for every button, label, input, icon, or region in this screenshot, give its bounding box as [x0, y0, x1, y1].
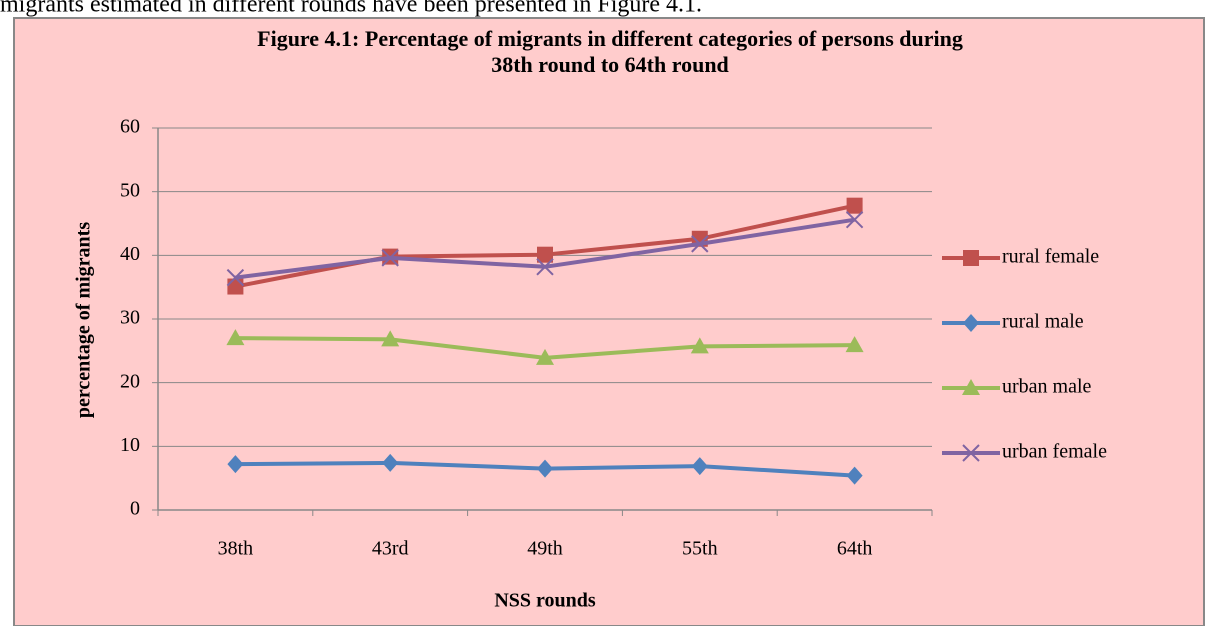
marker — [381, 330, 400, 347]
marker — [962, 379, 980, 395]
marker — [846, 197, 863, 214]
marker — [845, 336, 864, 353]
marker — [537, 459, 553, 478]
marker — [845, 210, 864, 229]
marker — [963, 250, 979, 266]
marker — [226, 268, 245, 287]
marker — [846, 466, 863, 485]
marker — [382, 453, 399, 472]
marker — [690, 337, 709, 354]
x-tick-label: 64th — [837, 538, 873, 560]
y-tick-label: 60 — [120, 116, 140, 138]
x-tick-label: 55th — [682, 538, 718, 560]
marker — [537, 246, 553, 263]
marker — [227, 278, 244, 295]
marker — [962, 444, 980, 462]
y-tick-label: 10 — [120, 434, 140, 456]
body-text: migrants estimated in different rounds h… — [0, 0, 702, 18]
x-axis-label: NSS rounds — [494, 590, 596, 612]
marker — [691, 235, 709, 253]
legend-label: urban male — [1002, 376, 1092, 398]
legend-label: rural male — [1002, 311, 1084, 333]
y-tick-label: 30 — [120, 307, 140, 329]
marker — [536, 348, 554, 365]
marker — [226, 329, 245, 346]
legend-label: urban female — [1002, 441, 1107, 463]
legend-label: rural female — [1002, 246, 1099, 268]
marker — [691, 457, 708, 476]
y-axis-label: percentage of migrants — [73, 222, 95, 418]
marker — [536, 258, 554, 276]
y-tick-label: 50 — [120, 179, 140, 201]
marker — [381, 249, 399, 267]
marker — [963, 314, 979, 332]
chart-title: Figure 4.1: Percentage of migrants in di… — [257, 26, 963, 51]
y-tick-label: 0 — [130, 498, 140, 520]
y-tick-label: 20 — [120, 370, 140, 392]
x-tick-label: 38th — [218, 538, 254, 560]
y-tick-label: 40 — [120, 243, 140, 265]
x-tick-label: 43rd — [372, 538, 409, 560]
chart-area — [13, 17, 1205, 626]
marker — [227, 455, 244, 474]
x-tick-label: 49th — [527, 538, 563, 560]
chart-title: 38th round to 64th round — [491, 52, 729, 77]
